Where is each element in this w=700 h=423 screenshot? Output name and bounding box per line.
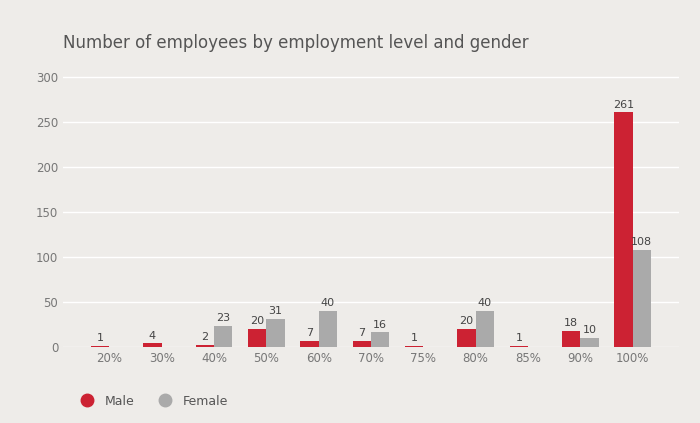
Text: 7: 7	[306, 328, 313, 338]
Text: 20: 20	[459, 316, 474, 326]
Bar	[510, 346, 528, 347]
Text: 261: 261	[613, 99, 634, 110]
Bar	[248, 329, 266, 347]
Legend: Male, Female: Male, Female	[69, 390, 233, 412]
Bar	[562, 331, 580, 347]
Text: 4: 4	[149, 330, 156, 341]
Text: 16: 16	[373, 320, 387, 330]
Bar	[633, 250, 651, 347]
Text: 18: 18	[564, 318, 578, 328]
Text: 40: 40	[321, 298, 335, 308]
Text: 1: 1	[97, 333, 104, 343]
Text: 23: 23	[216, 313, 230, 324]
Bar	[405, 346, 424, 347]
Bar	[214, 326, 232, 347]
Bar	[371, 332, 389, 347]
Bar	[196, 345, 214, 347]
Text: 10: 10	[582, 325, 596, 335]
Text: 1: 1	[515, 333, 522, 343]
Bar	[476, 311, 494, 347]
Bar	[300, 341, 318, 347]
Bar	[144, 343, 162, 347]
Bar	[266, 319, 285, 347]
Bar	[580, 338, 598, 347]
Text: 31: 31	[269, 306, 283, 316]
Bar	[91, 346, 109, 347]
Bar	[615, 112, 633, 347]
Text: Number of employees by employment level and gender: Number of employees by employment level …	[63, 34, 528, 52]
Bar	[457, 329, 476, 347]
Bar	[318, 311, 337, 347]
Text: 20: 20	[250, 316, 264, 326]
Text: 1: 1	[411, 333, 418, 343]
Text: 108: 108	[631, 237, 652, 247]
Bar	[353, 341, 371, 347]
Text: 2: 2	[202, 332, 209, 342]
Text: 7: 7	[358, 328, 365, 338]
Text: 40: 40	[478, 298, 492, 308]
